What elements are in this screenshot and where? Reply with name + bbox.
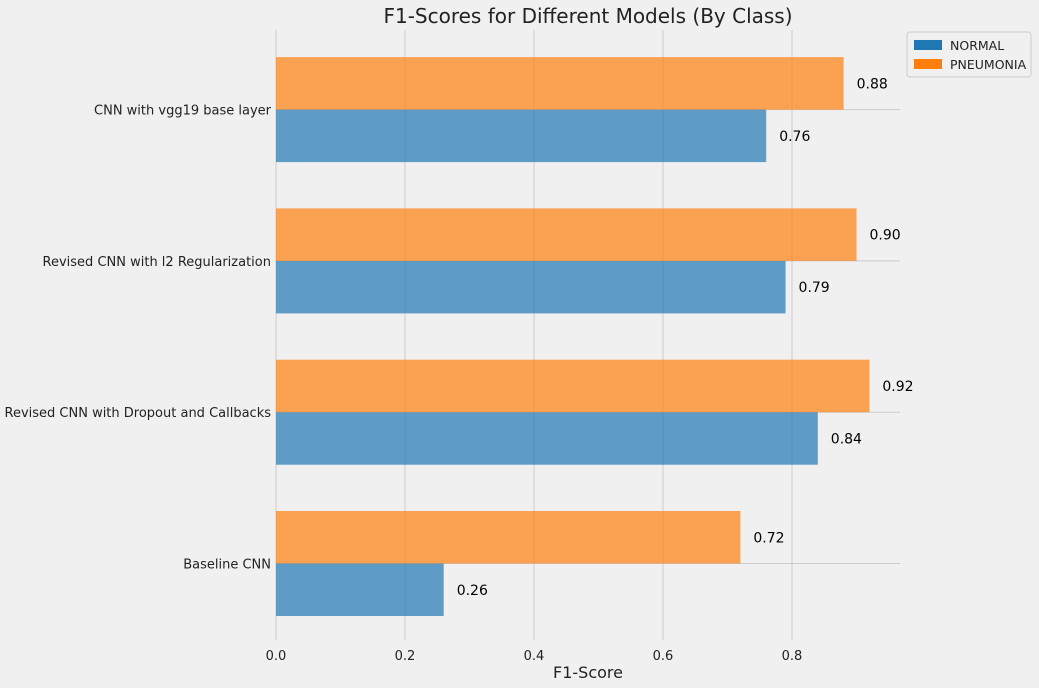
y-tick-label: Revised CNN with l2 Regularization bbox=[43, 255, 271, 270]
bar-pneumonia bbox=[276, 57, 844, 110]
y-tick-label: Revised CNN with Dropout and Callbacks bbox=[5, 406, 272, 421]
bar-pneumonia bbox=[276, 511, 741, 564]
value-labels: 0.26 0.72 0.84 0.92 0.79 0.90 0.76 0.88 bbox=[457, 76, 914, 598]
chart-title: F1-Scores for Different Models (By Class… bbox=[383, 4, 792, 28]
legend-label-normal: NORMAL bbox=[950, 38, 1004, 53]
value-label: 0.92 bbox=[882, 379, 913, 395]
value-label: 0.84 bbox=[831, 431, 862, 447]
y-tick-label: Baseline CNN bbox=[183, 558, 271, 573]
value-label: 0.88 bbox=[857, 76, 888, 92]
bar-pneumonia bbox=[276, 208, 857, 261]
legend-swatch-pneumonia bbox=[914, 59, 942, 69]
value-label: 0.90 bbox=[870, 228, 901, 244]
x-axis-label: F1-Score bbox=[553, 663, 623, 682]
bar-normal bbox=[276, 563, 444, 616]
x-tick-label: 0.4 bbox=[524, 649, 545, 664]
x-tick-label: 0.6 bbox=[653, 649, 674, 664]
y-tick-label: CNN with vgg19 base layer bbox=[94, 104, 272, 119]
legend-label-pneumonia: PNEUMONIA bbox=[950, 57, 1027, 72]
bars bbox=[276, 57, 870, 616]
value-label: 0.72 bbox=[753, 530, 784, 546]
x-tick-label: 0.0 bbox=[266, 649, 287, 664]
legend-swatch-normal bbox=[914, 40, 942, 50]
bar-pneumonia bbox=[276, 359, 870, 413]
value-label: 0.76 bbox=[779, 129, 810, 145]
bar-normal bbox=[276, 109, 767, 163]
y-axis-ticks: Baseline CNN Revised CNN with Dropout and… bbox=[5, 104, 272, 573]
legend: NORMAL PNEUMONIA bbox=[906, 31, 1032, 78]
x-tick-label: 0.8 bbox=[782, 649, 803, 664]
value-label: 0.26 bbox=[457, 583, 488, 599]
value-label: 0.79 bbox=[799, 280, 830, 296]
x-tick-label: 0.2 bbox=[395, 649, 416, 664]
bar-normal bbox=[276, 260, 786, 314]
x-axis-ticks: 0.0 0.2 0.4 0.6 0.8 bbox=[266, 649, 803, 664]
bar-normal bbox=[276, 412, 818, 465]
